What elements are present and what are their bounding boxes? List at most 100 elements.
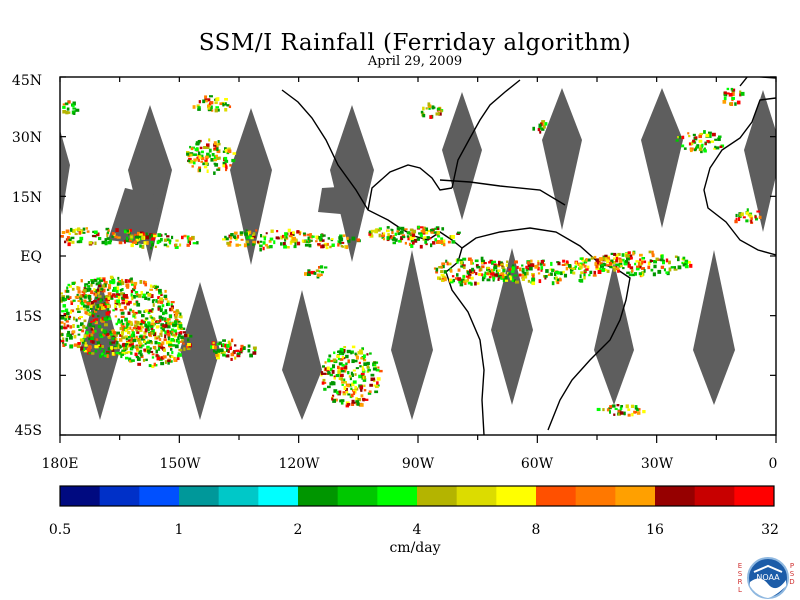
rain-pixel [549, 272, 553, 276]
rain-pixel [91, 325, 96, 328]
rain-pixel [208, 138, 211, 142]
rain-pixel [151, 327, 154, 331]
rain-pixel [150, 350, 154, 353]
rain-pixel [111, 341, 116, 344]
rain-pixel [139, 280, 143, 284]
rain-pixel [92, 314, 95, 318]
rain-pixel [366, 361, 370, 366]
rain-pixel [601, 269, 605, 272]
rain-pixel [96, 341, 101, 345]
rain-pixel [62, 110, 67, 114]
rain-pixel [182, 331, 186, 334]
rain-pixel [456, 260, 459, 264]
rain-pixel [323, 387, 327, 391]
rain-pixel [169, 360, 173, 363]
rain-pixel [508, 275, 512, 278]
rain-pixel [338, 350, 342, 354]
rain-pixel [105, 333, 109, 336]
rain-pixel [189, 153, 193, 157]
rain-pixel [133, 240, 138, 244]
rain-pixel [239, 350, 243, 354]
rain-pixel [143, 241, 147, 245]
rain-pixel [351, 373, 354, 378]
lat-label-15n: 15N [11, 190, 42, 206]
rain-pixel [157, 335, 160, 338]
rain-pixel [109, 275, 114, 280]
rain-pixel [134, 352, 138, 356]
rain-pixel [101, 240, 106, 245]
rain-pixel [734, 102, 737, 106]
rain-pixel [61, 298, 66, 302]
rain-pixel [293, 239, 297, 243]
rain-pixel [170, 301, 175, 304]
colorbar-swatch [655, 486, 696, 506]
rain-pixel [605, 268, 608, 272]
rain-pixel [358, 374, 362, 379]
rain-pixel [207, 104, 211, 108]
rain-pixel [243, 243, 247, 248]
rain-pixel [560, 271, 563, 276]
rain-pixel [75, 318, 78, 322]
rain-pixel [125, 283, 130, 288]
rain-pixel [49, 304, 52, 307]
rain-pixel [643, 260, 647, 264]
rain-pixel [115, 228, 119, 233]
rain-pixel [224, 148, 228, 153]
rain-pixel [166, 324, 171, 329]
rain-pixel [430, 243, 433, 248]
rain-pixel [180, 327, 184, 331]
rain-pixel [84, 284, 87, 288]
rain-pixel [163, 317, 167, 321]
rain-pixel [137, 362, 142, 366]
rain-pixel [240, 344, 244, 349]
rain-pixel [106, 352, 110, 355]
rain-pixel [345, 388, 348, 392]
rain-pixel [103, 317, 107, 321]
rain-pixel [621, 253, 625, 257]
rain-pixel [177, 326, 180, 331]
rain-pixel [144, 342, 147, 345]
rain-pixel [318, 266, 322, 269]
rain-pixel [410, 239, 415, 243]
rain-pixel [556, 278, 560, 282]
rain-pixel [631, 273, 636, 277]
rain-pixel [375, 368, 380, 372]
rain-pixel [45, 320, 47, 324]
rain-pixel [488, 270, 492, 274]
rain-pixel [409, 233, 413, 238]
rain-pixel [467, 281, 472, 285]
colorbar-swatch [377, 486, 418, 506]
rain-pixel [162, 324, 166, 328]
rain-pixel [171, 235, 174, 240]
colorbar-label: 16 [646, 522, 664, 538]
rain-pixel [366, 365, 370, 369]
rain-pixel [549, 268, 553, 271]
rain-pixel [331, 238, 334, 241]
rain-pixel [366, 353, 369, 356]
rain-pixel [57, 291, 59, 294]
rain-pixel [164, 323, 168, 328]
rain-pixel [618, 259, 623, 263]
rain-pixel [754, 215, 757, 219]
rain-pixel [478, 269, 481, 272]
rain-pixel [87, 285, 91, 288]
rain-pixel [579, 274, 582, 278]
rain-pixel [40, 238, 43, 242]
rain-pixel [102, 284, 105, 288]
rain-pixel [240, 238, 244, 241]
rain-pixel [527, 264, 532, 268]
rain-pixel [55, 238, 58, 241]
rain-pixel [164, 233, 167, 236]
rain-pixel [657, 269, 662, 274]
rain-pixel [628, 273, 633, 277]
rain-pixel [64, 343, 67, 346]
rain-pixel [386, 236, 390, 241]
rain-pixel [120, 354, 123, 359]
rain-pixel [475, 272, 478, 276]
colorbar-label: 2 [293, 522, 303, 538]
rain-pixel [222, 351, 226, 354]
rain-pixel [639, 258, 642, 261]
rain-pixel [245, 240, 249, 243]
rain-pixel [204, 161, 208, 166]
